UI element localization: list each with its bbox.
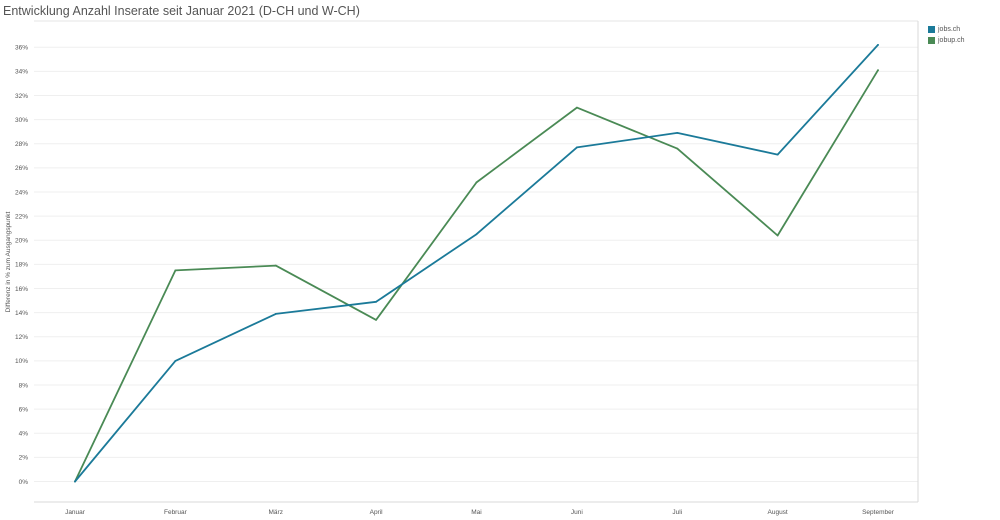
data-point: [375, 300, 378, 303]
legend-swatch-jobs: [928, 26, 935, 33]
series-line-jobs-ch: [74, 44, 879, 483]
y-tick-label: 28%: [15, 141, 28, 148]
y-tick-label: 18%: [15, 262, 28, 269]
x-tick-label: März: [269, 509, 283, 516]
series-lines: [74, 43, 879, 483]
legend-item-jobs: jobs.ch: [928, 24, 964, 35]
y-tick-label: 30%: [15, 117, 28, 124]
y-tick-label: 10%: [15, 358, 28, 365]
data-point: [274, 264, 277, 267]
data-point: [575, 106, 578, 109]
x-tick-label: Juli: [672, 509, 682, 516]
series-line-jobup-ch: [74, 69, 879, 483]
data-point: [877, 69, 879, 72]
y-tick-label: 20%: [15, 238, 28, 245]
y-tick-label: 32%: [15, 93, 28, 100]
data-point: [475, 181, 478, 184]
x-tick-label: Juni: [571, 509, 583, 516]
x-tick-labels: Januar Februar März April Mai Juni Juli August S…: [65, 509, 895, 516]
data-point: [74, 480, 76, 483]
y-tick-label: 12%: [15, 334, 28, 341]
y-tick-labels: 0% 2% 4% 6% 8% 10% 12% 14% 16% 18% 20% 22% 24% 26% 28%…: [15, 45, 28, 486]
y-tick-label: 26%: [15, 165, 28, 172]
legend-item-jobup: jobup.ch: [928, 35, 964, 46]
data-point: [575, 146, 578, 149]
x-tick-label: August: [768, 509, 788, 516]
y-tick-label: 14%: [15, 310, 28, 317]
y-tick-label: 2%: [19, 455, 29, 462]
data-point: [877, 43, 879, 46]
data-point: [676, 147, 679, 150]
data-point: [676, 132, 679, 134]
y-tick-label: 8%: [19, 382, 29, 389]
grid-lines: [34, 46, 918, 482]
x-tick-label: Januar: [65, 509, 86, 516]
data-point: [475, 233, 478, 236]
chart-title: Entwicklung Anzahl Inserate seit Januar …: [3, 4, 360, 18]
legend-label-jobs: jobs.ch: [938, 26, 961, 33]
legend-label-jobup: jobup.ch: [938, 37, 965, 44]
y-tick-label: 22%: [15, 213, 28, 220]
y-tick-label: 36%: [15, 45, 28, 52]
y-tick-label: 4%: [19, 431, 29, 438]
data-point: [776, 153, 779, 156]
x-tick-label: Mai: [471, 509, 481, 516]
x-tick-label: April: [370, 509, 384, 516]
data-point: [274, 312, 277, 315]
legend: jobs.ch jobup.ch: [928, 24, 964, 46]
data-point: [375, 318, 378, 321]
y-tick-label: 24%: [15, 189, 28, 196]
legend-swatch-jobup: [928, 37, 935, 44]
y-tick-label: 0%: [19, 479, 29, 486]
y-axis-label: Differenz in % zum Ausgangspunkt: [5, 211, 12, 312]
data-point: [776, 234, 779, 237]
x-tick-label: September: [862, 509, 895, 516]
data-point: [174, 359, 177, 362]
y-tick-label: 16%: [15, 286, 28, 293]
y-tick-label: 34%: [15, 69, 28, 76]
data-point: [174, 269, 177, 272]
x-tick-label: Februar: [164, 509, 188, 516]
y-tick-label: 6%: [19, 406, 29, 413]
